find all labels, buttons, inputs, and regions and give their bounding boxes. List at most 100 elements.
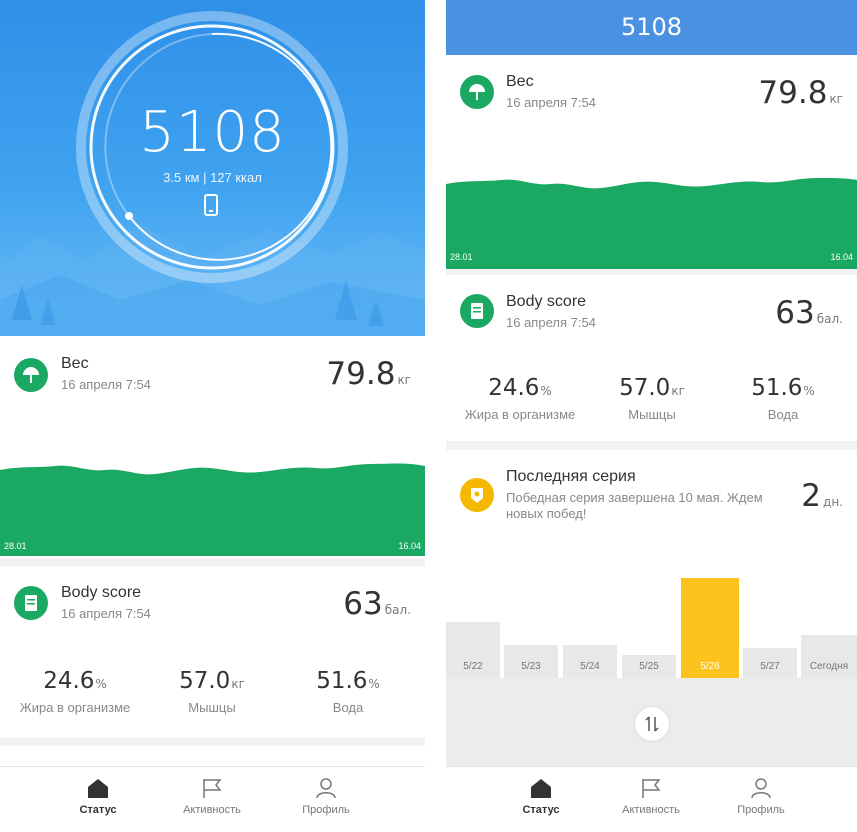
weight-date: 16 апреля 7:54 bbox=[61, 377, 151, 392]
weight-value: 79.8 кг bbox=[758, 75, 843, 111]
phone-icon bbox=[204, 194, 218, 216]
body-score-title: Body score bbox=[506, 293, 587, 310]
day-bar bbox=[563, 645, 617, 678]
body-score-date: 16 апреля 7:54 bbox=[61, 606, 151, 621]
top-bar-steps[interactable]: 5108 bbox=[446, 0, 857, 55]
muscle-value: 57.0кг bbox=[619, 375, 685, 401]
weight-number: 79.8 bbox=[758, 75, 828, 111]
fat-label: Жира в организме bbox=[464, 407, 576, 422]
left-screen: 5108 3.5 км | 127 ккал Вес 16 апреля 7:5… bbox=[0, 0, 425, 832]
day-label: 5/25 bbox=[639, 661, 659, 672]
weight-end-label: 16.04 bbox=[398, 541, 421, 551]
right-screen: 5108 Вес 16 апреля 7:54 79.8 кг 28.01 16.… bbox=[446, 0, 857, 832]
tab-activity[interactable]: Активность bbox=[596, 777, 706, 816]
streak-card[interactable]: Последняя серия Победная серия завершена… bbox=[446, 450, 857, 766]
body-score-unit: бал. bbox=[816, 312, 843, 326]
water-value: 51.6% bbox=[751, 375, 815, 401]
streak-value: 2 дн. bbox=[801, 478, 843, 514]
muscle-value: 57.0кг bbox=[179, 668, 245, 694]
home-icon bbox=[531, 779, 551, 798]
tab-bar: Статус Активность Профиль bbox=[0, 766, 425, 832]
user-icon bbox=[316, 778, 336, 799]
water-label: Вода bbox=[767, 407, 799, 422]
scale-icon bbox=[14, 358, 48, 392]
streak-title: Последняя серия bbox=[506, 468, 636, 485]
document-icon bbox=[14, 586, 48, 620]
body-score-card[interactable]: Body score 16 апреля 7:54 63 бал. 24.6% Ж… bbox=[0, 566, 425, 738]
tab-status-label: Статус bbox=[79, 804, 117, 816]
day-bar bbox=[446, 622, 500, 678]
sort-toggle-button[interactable] bbox=[634, 706, 670, 742]
streak-unit: дн. bbox=[823, 495, 843, 509]
day-label: 5/24 bbox=[580, 661, 600, 672]
weight-number: 79.8 bbox=[326, 356, 396, 392]
streak-number: 2 bbox=[801, 478, 822, 514]
day-bar-active bbox=[681, 578, 739, 678]
tab-status[interactable]: Статус bbox=[43, 777, 153, 816]
day-label-active: 5/26 bbox=[700, 661, 720, 672]
weight-unit: кг bbox=[397, 373, 411, 387]
tab-profile[interactable]: Профиль bbox=[706, 777, 816, 816]
fat-value: 24.6% bbox=[488, 375, 552, 401]
weight-trend-chart bbox=[446, 178, 857, 269]
weight-value: 79.8 кг bbox=[326, 356, 411, 392]
body-score-number: 63 bbox=[775, 295, 815, 331]
water-value: 51.6% bbox=[316, 668, 380, 694]
muscle-stat: 57.0кг Мышцы bbox=[582, 375, 722, 422]
weight-unit: кг bbox=[829, 92, 843, 106]
body-score-card[interactable]: Body score 16 апреля 7:54 63 бал. 24.6% Ж… bbox=[446, 275, 857, 441]
muscle-label: Мышцы bbox=[188, 700, 236, 715]
weight-title: Вес bbox=[506, 73, 534, 90]
day-label: Сегодня bbox=[809, 661, 849, 672]
tab-status-label: Статус bbox=[522, 804, 560, 816]
streak-description: Победная серия завершена 10 мая. Ждем но… bbox=[506, 490, 763, 521]
weight-start-label: 28.01 bbox=[450, 252, 473, 262]
weight-card[interactable]: Вес 16 апреля 7:54 79.8 кг 28.01 16.04 bbox=[0, 336, 425, 558]
body-score-value: 63 бал. bbox=[775, 295, 843, 331]
next-card-edge bbox=[0, 746, 425, 766]
body-score-value: 63 бал. bbox=[343, 586, 411, 622]
day-label: 5/27 bbox=[760, 661, 780, 672]
day-bar bbox=[743, 648, 797, 678]
weight-start-label: 28.01 bbox=[4, 541, 27, 551]
user-icon bbox=[751, 778, 771, 799]
flag-icon bbox=[642, 779, 661, 798]
day-bar bbox=[801, 635, 857, 678]
tab-activity-label: Активность bbox=[622, 804, 680, 816]
weight-end-label: 16.04 bbox=[830, 252, 853, 262]
home-icon bbox=[88, 779, 108, 798]
fat-value: 24.6% bbox=[43, 668, 107, 694]
water-stat: 51.6% Вода bbox=[278, 668, 418, 715]
tab-status[interactable]: Статус bbox=[486, 777, 596, 816]
steps-count: 5108 bbox=[139, 100, 286, 165]
weight-card-compact[interactable]: Вес 16 апреля 7:54 79.8 кг 28.01 16.04 bbox=[446, 55, 857, 269]
tab-profile-label: Профиль bbox=[737, 804, 785, 816]
tab-activity[interactable]: Активность bbox=[157, 777, 267, 816]
day-label: 5/23 bbox=[521, 661, 541, 672]
body-score-unit: бал. bbox=[384, 603, 411, 617]
muscle-label: Мышцы bbox=[628, 407, 676, 422]
document-icon bbox=[460, 294, 494, 328]
tab-bar: Статус Активность Профиль bbox=[446, 766, 857, 832]
body-score-number: 63 bbox=[343, 586, 383, 622]
steps-hero[interactable]: 5108 3.5 км | 127 ккал bbox=[0, 0, 425, 336]
badge-icon bbox=[460, 478, 494, 512]
swap-arrows-icon bbox=[645, 716, 659, 732]
scale-icon bbox=[460, 75, 494, 109]
distance-calories: 3.5 км | 127 ккал bbox=[163, 170, 262, 185]
weight-title: Вес bbox=[61, 355, 89, 372]
day-label: 5/22 bbox=[463, 661, 483, 672]
weight-date: 16 апреля 7:54 bbox=[506, 95, 596, 110]
tab-profile-label: Профиль bbox=[302, 804, 350, 816]
fat-stat: 24.6% Жира в организме bbox=[450, 375, 590, 422]
flag-icon bbox=[203, 779, 222, 798]
tab-profile[interactable]: Профиль bbox=[271, 777, 381, 816]
fat-label: Жира в организме bbox=[19, 700, 131, 715]
water-label: Вода bbox=[332, 700, 364, 715]
tab-activity-label: Активность bbox=[183, 804, 241, 816]
weight-trend-chart bbox=[0, 463, 425, 556]
body-score-date: 16 апреля 7:54 bbox=[506, 315, 596, 330]
muscle-stat: 57.0кг Мышцы bbox=[142, 668, 282, 715]
fat-stat: 24.6% Жира в организме bbox=[5, 668, 145, 715]
water-stat: 51.6% Вода bbox=[713, 375, 853, 422]
